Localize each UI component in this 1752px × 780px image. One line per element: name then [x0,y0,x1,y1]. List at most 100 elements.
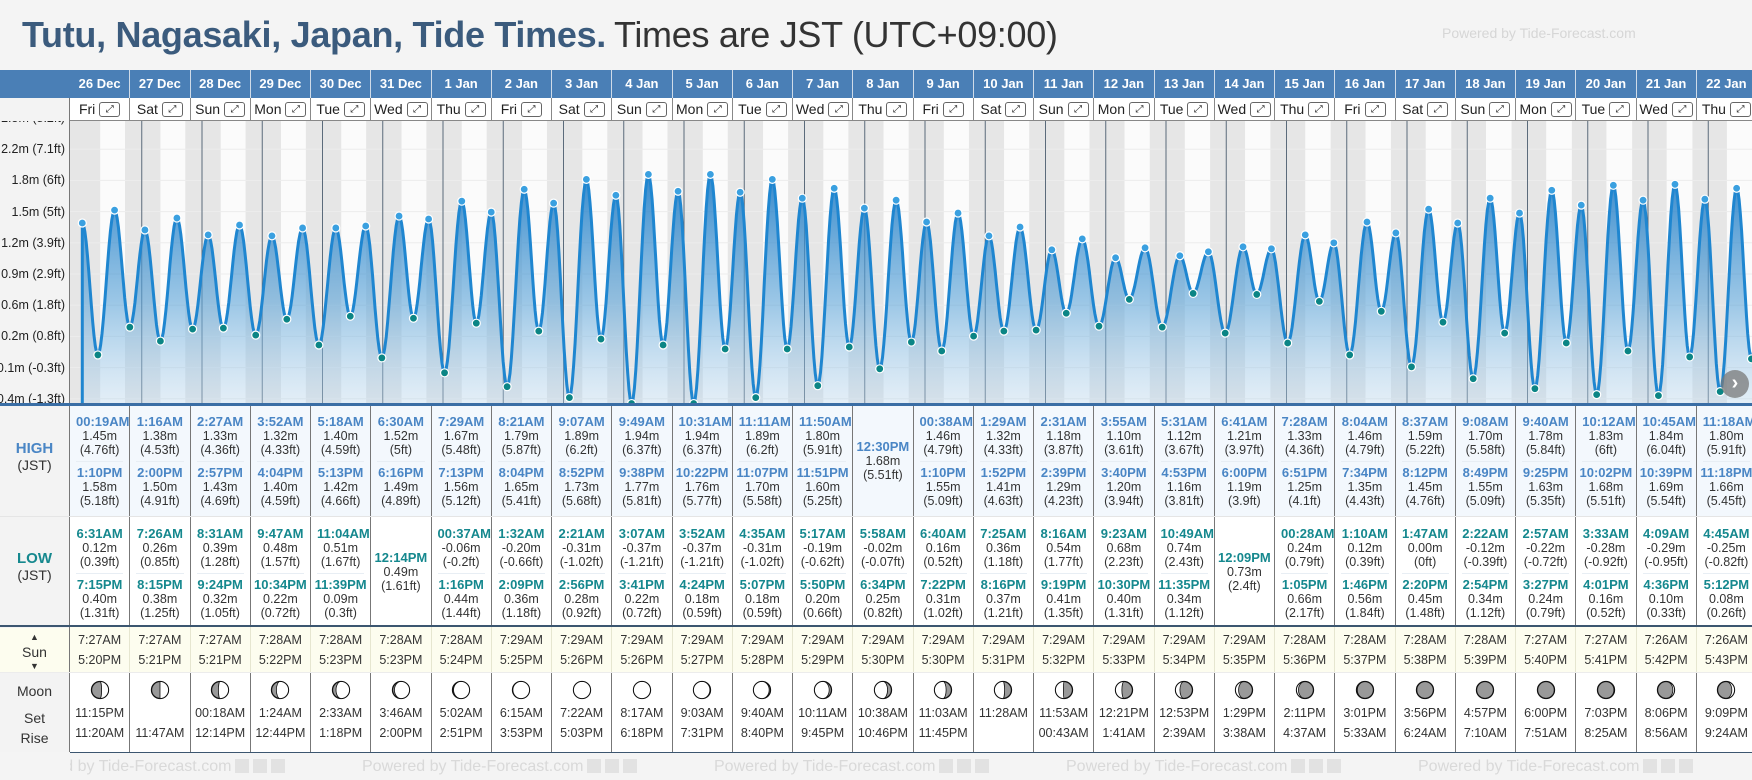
moon-cell: 11:03AM 11:45PM [913,672,974,752]
expand-day-icon[interactable]: ⤢ [886,102,908,117]
low-tide-height-ft: 2.43ft [1161,555,1208,569]
footer-watermark: Powered by Tide-Forecast.com [362,753,714,780]
low-tide-time: 6:31AM [76,526,123,541]
expand-day-icon[interactable]: ⤢ [285,102,307,117]
date-header: 7 Jan [793,70,854,98]
low-tide-height-ft: 1.18ft [980,555,1027,569]
high-tide-height-m: 1.94m [684,429,720,443]
sun-cell: 7:27AM 5:21PM [190,626,251,672]
next-days-button[interactable]: › [1721,370,1749,398]
high-tide-height-ft: 5.25ft [793,494,852,508]
weekday-header: Sun ⤢ [191,98,251,121]
high-tide-point [424,214,434,224]
low-tide-point [658,340,668,350]
expand-day-icon[interactable]: ⤢ [1308,102,1330,117]
high-tide-height-ft: 6.37ft [679,443,726,457]
moonrise-label: Rise [20,730,49,746]
high-tide-point [953,208,963,218]
powered-by-link[interactable]: Powered by Tide-Forecast.com [1442,25,1636,41]
low-tide-entry: 3:33AM-0.28m-0.92ft [1582,517,1630,574]
y-axis: 2.5m (8.2ft) 2.2m (7.1ft) 1.8m (6ft) 1.5m (… [0,121,69,405]
high-tide-height-m: 1.18m [1046,429,1081,443]
low-tide-time: 7:25AM [980,526,1027,541]
low-tide-time: 3:27PM [1522,577,1569,592]
weekday-label: Fri [1344,101,1361,117]
expand-day-icon[interactable]: ⤢ [1729,102,1751,117]
moon-phase-icon [271,680,290,700]
expand-day-icon[interactable]: ⤢ [224,102,246,117]
low-tide-height-ft: 0.26ft [1697,606,1752,620]
low-tide-entry: 3:52AM-0.37m-1.21ft [678,517,726,574]
moon-cell: 6:00PM 7:51AM [1516,672,1577,752]
expand-day-icon[interactable]: ⤢ [521,102,543,117]
weekday-header: Wed ⤢ [793,98,854,121]
high-tide-height-m: 1.60m [805,480,840,494]
high-tide-time: 11:11AM [738,414,791,429]
sunrise-time: 7:26AM [1644,633,1688,647]
expand-day-icon[interactable]: ⤢ [406,102,428,117]
low-tide-point [251,330,261,340]
expand-day-icon[interactable]: ⤢ [828,102,850,117]
weekday-header: Sat ⤢ [1396,98,1456,121]
sunrise-time: 7:27AM [1584,633,1628,647]
expand-day-icon[interactable]: ⤢ [1427,102,1449,117]
date-header: 13 Jan [1155,70,1215,98]
moonset-label: Set [23,710,45,726]
high-tide-point [1329,238,1339,248]
powered-by-text: Powered by Tide-Forecast.com [70,758,232,775]
expand-day-icon[interactable]: ⤢ [1128,102,1150,117]
expand-day-icon[interactable]: ⤢ [99,102,121,117]
expand-day-icon[interactable]: ⤢ [707,102,729,117]
sunrise-time: 7:29AM [1102,633,1146,647]
moonset-time: 2:33AM [319,706,363,720]
low-tide-point [906,337,916,347]
high-tide-height-ft: 4.63ft [974,494,1033,508]
high-tide-time: 11:07PM [736,465,789,480]
expand-day-icon[interactable]: ⤢ [645,102,667,117]
expand-day-icon[interactable]: ⤢ [1187,102,1209,117]
low-tide-point [408,313,419,323]
expand-day-icon[interactable]: ⤢ [464,102,486,117]
expand-day-icon[interactable]: ⤢ [161,102,183,117]
high-tide-height-ft: 5.58ft [1462,443,1509,457]
expand-day-icon[interactable]: ⤢ [1250,102,1272,117]
expand-day-icon[interactable]: ⤢ [765,102,787,117]
high-tide-point [921,217,932,227]
expand-day-icon[interactable]: ⤢ [1005,102,1027,117]
high-tide-height-m: 1.32m [263,429,298,443]
expand-day-icon[interactable]: ⤢ [1489,102,1511,117]
low-tide-height-ft: 1.28ft [197,555,244,569]
expand-day-icon[interactable]: ⤢ [343,102,365,117]
expand-day-icon[interactable]: ⤢ [1067,102,1089,117]
expand-day-icon[interactable]: ⤢ [1550,102,1572,117]
expand-day-icon[interactable]: ⤢ [583,102,605,117]
expand-day-icon[interactable]: ⤢ [1609,102,1631,117]
moonrise-time: 6:24AM [1403,726,1447,740]
expand-day-icon[interactable]: ⤢ [1364,102,1386,117]
sun-cell: 7:29AM 5:29PM [793,626,854,672]
high-tide-height-m: 1.46m [1347,429,1383,443]
high-tide-time: 1:10PM [920,465,966,480]
high-tide-height-ft: 5.87ft [498,443,545,457]
expand-day-icon[interactable]: ⤢ [1671,102,1693,117]
low-tide-height-m: 0.26m [142,541,178,555]
low-tide-time: 2:57AM [1522,526,1569,541]
expand-day-icon[interactable]: ⤢ [942,102,964,117]
high-tide-time: 6:41AM [1221,414,1268,429]
low-tide-height-m: 0.74m [1166,541,1202,555]
low-tide-height-m: 0.25m [865,592,901,606]
low-tide-time: 2:22AM [1462,526,1509,541]
